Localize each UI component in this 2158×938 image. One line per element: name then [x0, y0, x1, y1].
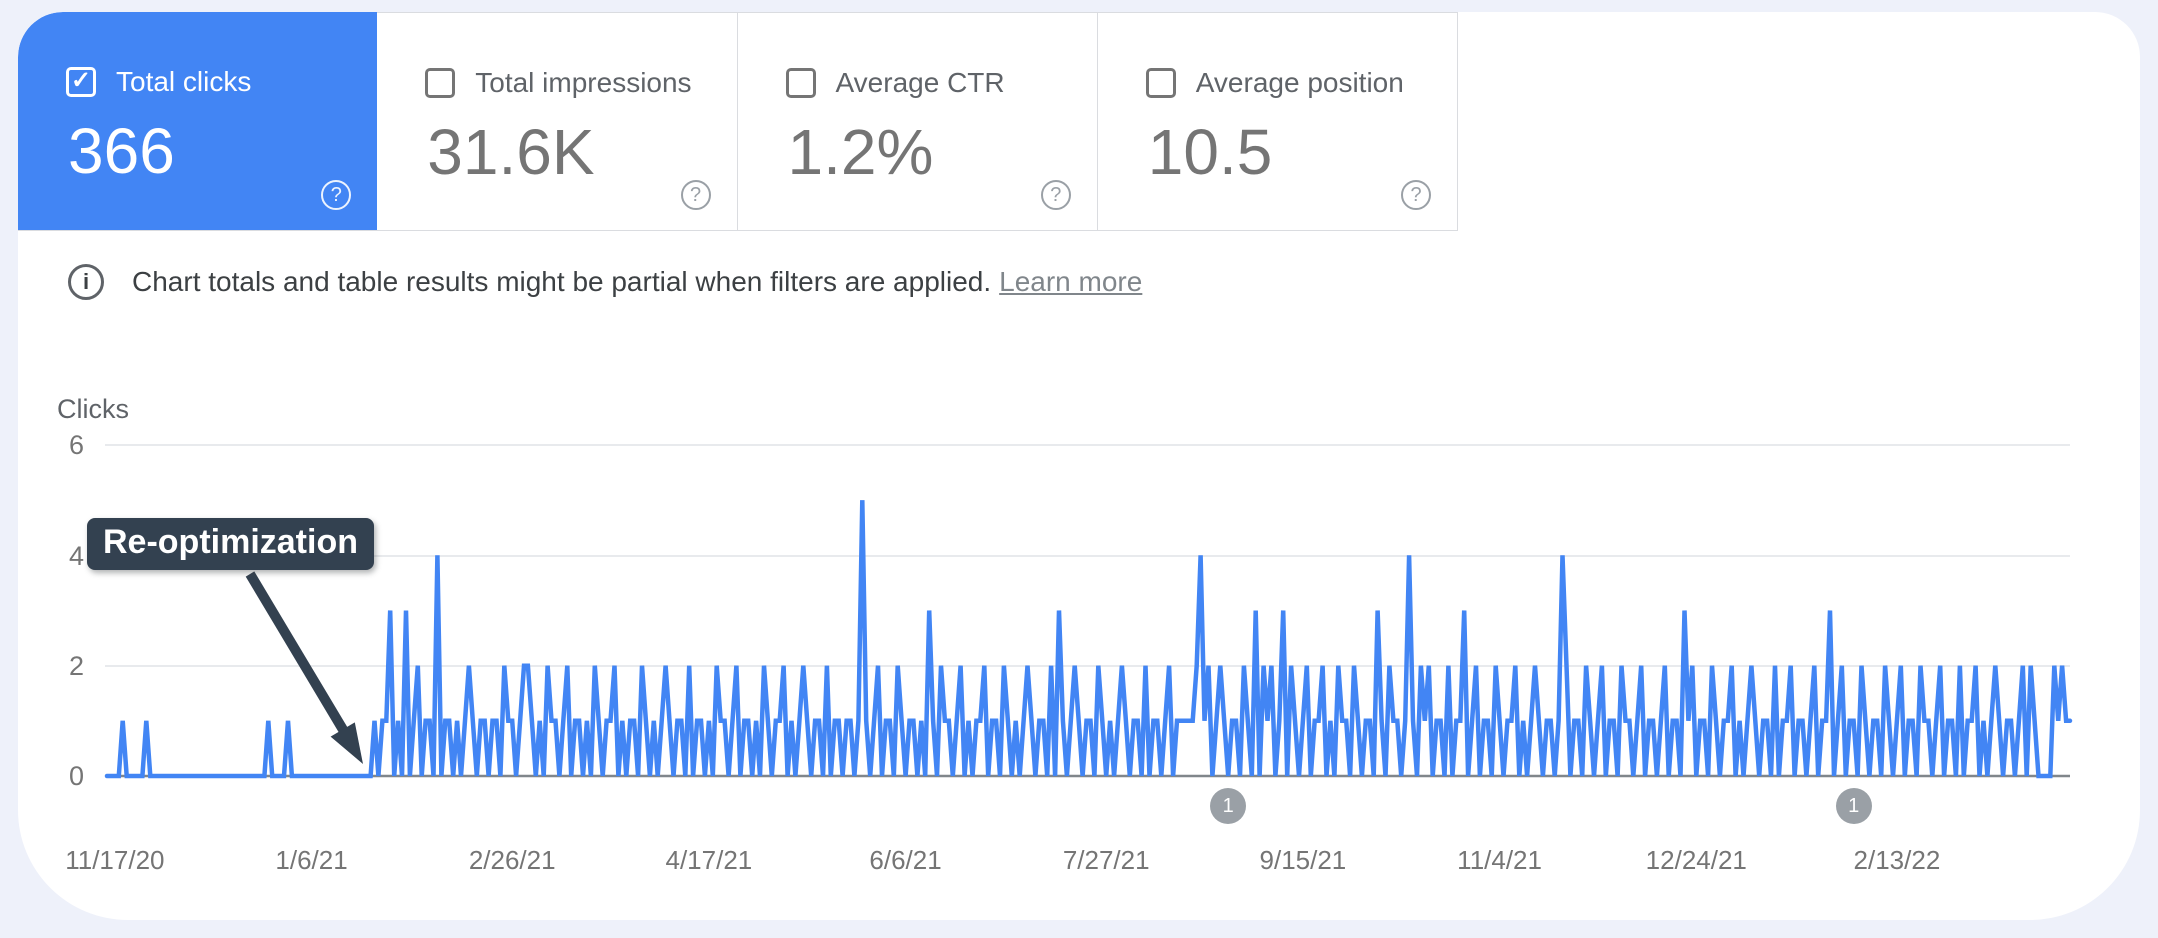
card-value: 366: [68, 115, 175, 187]
y-tick-label: 2: [68, 651, 84, 681]
y-axis-title: Clicks: [57, 394, 129, 424]
x-tick-label: 4/17/21: [665, 845, 753, 875]
card-label: Average position: [1195, 67, 1404, 98]
clicks-line-series[interactable]: [104, 500, 2073, 779]
x-tick-label: 2/26/21: [468, 845, 556, 875]
card-header: Average position: [1145, 67, 1457, 99]
checkbox-unchecked-icon[interactable]: [425, 68, 456, 98]
help-icon[interactable]: ?: [321, 180, 352, 210]
x-tick-label: 1/6/21: [275, 845, 348, 875]
notice-text: Chart totals and table results might be …: [132, 266, 1142, 298]
card-value: 10.5: [1147, 116, 1273, 188]
help-icon[interactable]: ?: [680, 180, 711, 210]
help-icon[interactable]: ?: [1040, 180, 1071, 210]
annotation-count-marker[interactable]: 1: [1835, 788, 1872, 824]
metric-card-average-ctr[interactable]: Average CTR 1.2% ?: [737, 12, 1098, 230]
checkbox-unchecked-icon[interactable]: [1145, 68, 1176, 98]
x-tick-label: 2/13/22: [1853, 845, 1941, 875]
help-icon[interactable]: ?: [1401, 180, 1431, 210]
card-label: Average CTR: [835, 67, 1005, 98]
card-header: Total impressions: [425, 67, 736, 99]
x-axis-labels: 11/17/20 1/6/21 2/26/21 4/17/21 6/6/21 7/27/2…: [18, 845, 2140, 885]
annotation-count-marker[interactable]: 1: [1210, 788, 1247, 824]
metric-card-total-impressions[interactable]: Total impressions 31.6K ?: [377, 12, 738, 230]
x-tick-label: 12/24/21: [1645, 845, 1747, 875]
x-tick-label: 7/27/21: [1062, 845, 1150, 875]
checkmark-icon: ✓: [70, 67, 92, 94]
metric-card-average-position[interactable]: Average position 10.5 ?: [1097, 12, 1458, 230]
card-label: Total clicks: [116, 66, 252, 97]
card-value: 31.6K: [427, 116, 595, 188]
performance-panel: ✓ Total clicks 366 ? Total impressions 3…: [18, 12, 2140, 920]
x-tick-label: 11/4/21: [1457, 845, 1542, 875]
card-header: Average CTR: [785, 67, 1097, 99]
info-icon: i: [68, 264, 104, 300]
card-value: 1.2%: [787, 116, 934, 188]
card-header: ✓ Total clicks: [66, 66, 377, 98]
x-tick-label: 11/17/20: [65, 845, 165, 875]
metric-card-total-clicks[interactable]: ✓ Total clicks 366 ?: [18, 12, 378, 230]
partial-data-notice: i Chart totals and table results might b…: [68, 264, 1142, 300]
y-tick-label: 0: [68, 761, 84, 791]
notice-message: Chart totals and table results might be …: [132, 266, 992, 297]
metric-cards-row: ✓ Total clicks 366 ? Total impressions 3…: [18, 12, 1458, 231]
x-tick-label: 6/6/21: [869, 845, 942, 875]
y-tick-label: 6: [68, 430, 84, 460]
card-label: Total impressions: [475, 67, 692, 98]
re-optimization-annotation: Re-optimization: [87, 518, 374, 570]
y-tick-label: 4: [68, 541, 84, 571]
annotation-arrow: [245, 571, 363, 764]
x-tick-label: 9/15/21: [1259, 845, 1347, 875]
checkbox-unchecked-icon[interactable]: [785, 68, 816, 98]
learn-more-link[interactable]: Learn more: [999, 266, 1143, 297]
checkbox-checked-icon[interactable]: ✓: [66, 67, 96, 97]
